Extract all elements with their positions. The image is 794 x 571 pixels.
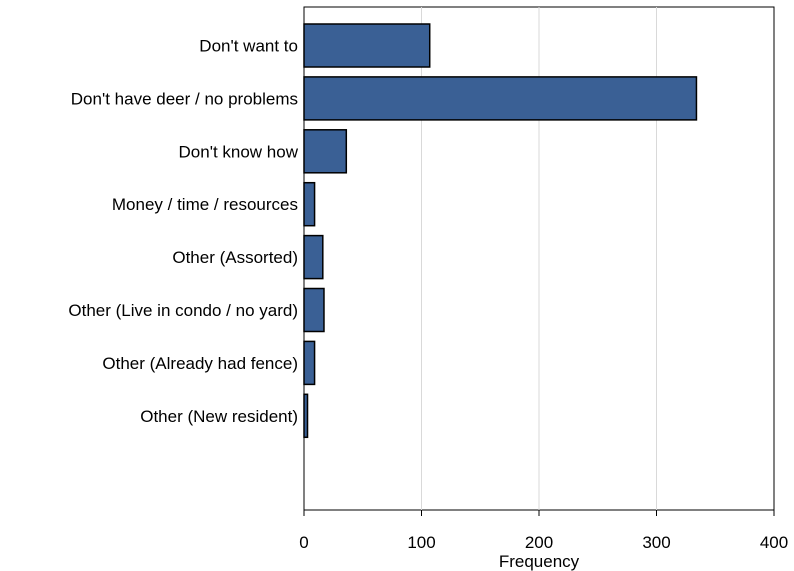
x-tick-label: 400 xyxy=(760,533,788,552)
bar xyxy=(303,181,316,227)
x-tick-label: 300 xyxy=(642,533,670,552)
category-label: Other (Already had fence) xyxy=(102,354,298,373)
bar xyxy=(303,23,431,68)
x-tick-label: 200 xyxy=(525,533,553,552)
category-label: Don't know how xyxy=(179,142,299,161)
bar xyxy=(303,76,698,121)
category-label: Money / time / resources xyxy=(112,195,298,214)
bar xyxy=(303,234,324,280)
category-label: Don't want to xyxy=(199,37,298,56)
bar xyxy=(303,393,309,439)
category-labels: Don't want to Don't have deer / no proble… xyxy=(68,37,298,426)
category-label: Other (New resident) xyxy=(140,407,298,426)
bar xyxy=(303,287,325,333)
category-label: Other (Assorted) xyxy=(172,248,298,267)
bar xyxy=(303,340,316,386)
x-axis-title: Frequency xyxy=(499,552,580,571)
category-label: Other (Live in condo / no yard) xyxy=(68,301,298,320)
x-axis-ticks: 0 100 200 300 400 xyxy=(299,510,788,552)
bars xyxy=(303,23,698,439)
bar xyxy=(303,129,348,174)
x-tick-label: 100 xyxy=(407,533,435,552)
x-tick-label: 0 xyxy=(299,533,308,552)
category-label: Don't have deer / no problems xyxy=(71,89,298,108)
